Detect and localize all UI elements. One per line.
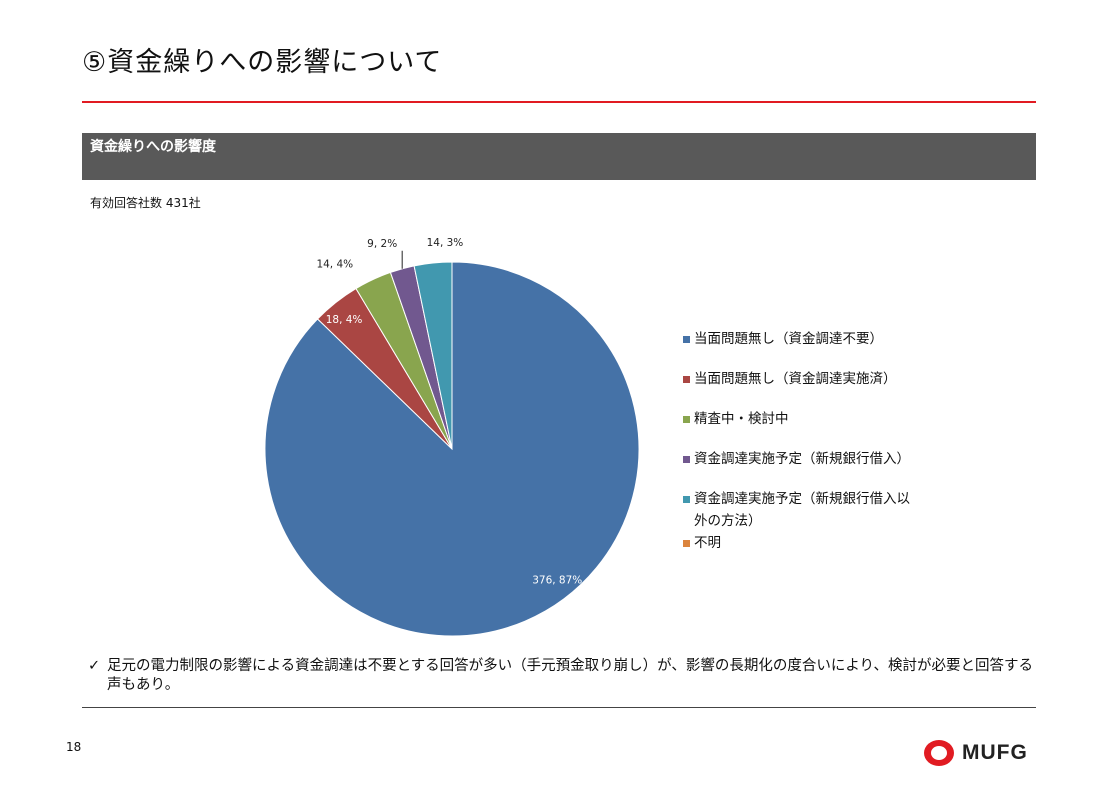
check-icon: ✓ (88, 658, 101, 674)
legend-label: 資金調達実施予定（新規銀行借入） (694, 451, 910, 467)
note: ✓ 足元の電力制限の影響による資金調達は不要とする回答が多い（手元預金取り崩し）… (88, 657, 1038, 695)
respondent-count: 有効回答社数 431社 (90, 196, 201, 210)
legend-item: 当面問題無し（資金調達実施済） (683, 368, 933, 390)
pie-slice (413, 261, 453, 450)
legend-item: 不明 (683, 532, 933, 554)
legend-item: 資金調達実施予定（新規銀行借入以 (683, 488, 933, 510)
legend-item: 資金調達実施予定（新規銀行借入） (683, 448, 933, 470)
legend-swatch (683, 540, 690, 547)
pie-slice-label: 376, 87% (532, 575, 582, 587)
legend-swatch (683, 496, 690, 503)
legend-label: 資金調達実施予定（新規銀行借入以 (694, 491, 910, 507)
legend-label: 外の方法） (694, 513, 762, 529)
pie-chart: 376, 87% 18, 4% 14, 4% 9, 2% 14, 3% (264, 237, 640, 637)
page-number: 18 (66, 740, 82, 754)
title-rule (82, 101, 1036, 103)
legend-swatch (683, 456, 690, 463)
pie-slice-label: 14, 3% (427, 237, 464, 249)
legend-swatch (683, 336, 690, 343)
page-title: ⑤資金繰りへの影響について (82, 47, 443, 78)
legend-swatch (683, 416, 690, 423)
legend-label: 当面問題無し（資金調達実施済） (694, 371, 897, 387)
legend-item-continued: 外の方法） (683, 510, 933, 532)
legend-swatch (683, 376, 690, 383)
pie-slice-label: 14, 4% (316, 259, 353, 271)
mufg-logo-mark-icon (924, 740, 954, 766)
legend-label: 不明 (694, 535, 721, 551)
legend-item: 当面問題無し（資金調達不要） (683, 328, 933, 350)
chart-legend: 当面問題無し（資金調達不要） 当面問題無し（資金調達実施済） 精査中・検討中 資… (683, 328, 933, 572)
legend-label: 当面問題無し（資金調達不要） (694, 331, 883, 347)
pie-slice-label: 9, 2% (367, 238, 397, 250)
pie-slice-label: 18, 4% (326, 314, 363, 326)
mufg-logo-text: MUFG (962, 741, 1028, 764)
section-banner-label: 資金繰りへの影響度 (90, 139, 216, 155)
note-text: 足元の電力制限の影響による資金調達は不要とする回答が多い（手元預金取り崩し）が、… (107, 658, 1033, 693)
bottom-rule (82, 707, 1036, 708)
legend-item: 精査中・検討中 (683, 408, 933, 430)
legend-label: 精査中・検討中 (694, 411, 789, 427)
section-banner: 資金繰りへの影響度 (82, 133, 1036, 180)
